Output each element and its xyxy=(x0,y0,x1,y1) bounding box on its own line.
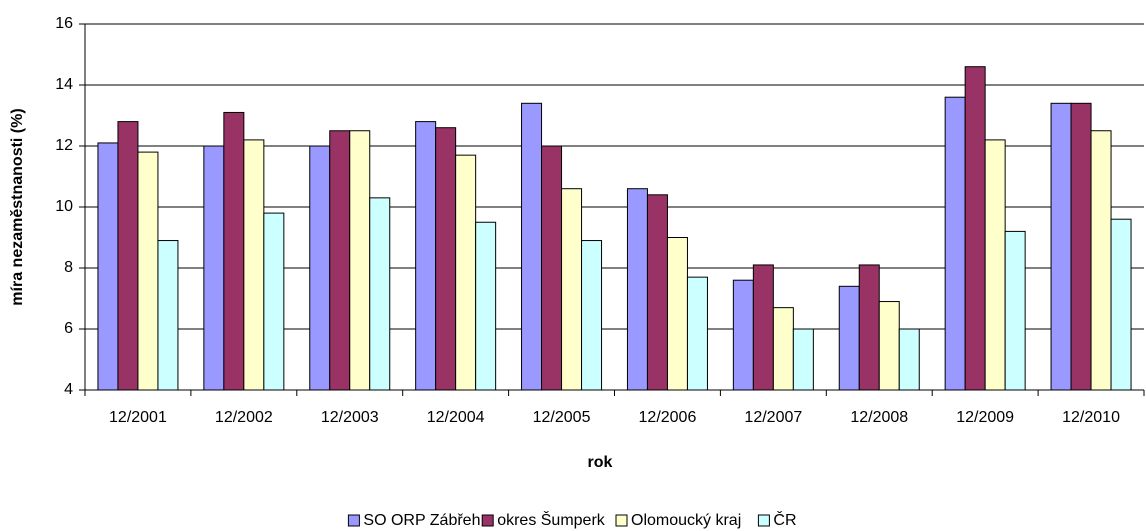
y-tick-label: 10 xyxy=(55,198,73,215)
bar xyxy=(349,130,371,391)
bar xyxy=(435,127,457,391)
bar xyxy=(858,264,880,391)
legend-swatch xyxy=(757,514,770,527)
bar xyxy=(1004,230,1026,391)
bar xyxy=(1050,102,1072,391)
bar xyxy=(666,237,688,391)
x-tick-label: 12/2009 xyxy=(956,409,1014,426)
x-tick-label: 12/2003 xyxy=(321,409,379,426)
bar xyxy=(752,264,774,391)
bar xyxy=(964,66,986,391)
legend-label: SO ORP Zábřeh xyxy=(363,512,480,529)
x-tick-label: 12/2010 xyxy=(1062,409,1120,426)
x-tick-label: 12/2008 xyxy=(850,409,908,426)
bar xyxy=(1110,218,1132,391)
bar xyxy=(1090,130,1112,391)
bar xyxy=(415,121,437,391)
bar xyxy=(878,301,900,391)
legend-swatch xyxy=(481,514,494,527)
bar xyxy=(223,111,245,391)
x-tick-label: 12/2005 xyxy=(533,409,591,426)
bar xyxy=(263,212,285,391)
bar xyxy=(521,102,543,391)
bar xyxy=(772,307,794,391)
bar xyxy=(626,188,648,391)
bar xyxy=(1070,102,1092,391)
x-tick-label: 12/2006 xyxy=(639,409,697,426)
y-axis-label: míra nezaměstnanosti (%) xyxy=(9,108,26,305)
bar xyxy=(157,240,179,391)
y-tick-label: 8 xyxy=(64,259,73,276)
bar xyxy=(898,328,920,391)
bar xyxy=(561,188,583,391)
legend-label: ČR xyxy=(773,510,796,529)
y-tick-label: 14 xyxy=(55,76,73,93)
bar xyxy=(309,145,331,391)
bar xyxy=(984,139,1006,391)
legend-swatch xyxy=(615,514,628,527)
y-tick-label: 6 xyxy=(64,320,73,337)
bar xyxy=(329,130,351,391)
bar xyxy=(581,240,603,391)
bar xyxy=(792,328,814,391)
bar xyxy=(243,139,265,391)
x-tick-label: 12/2002 xyxy=(215,409,273,426)
bar xyxy=(203,145,225,391)
x-tick-label: 12/2007 xyxy=(744,409,802,426)
bar xyxy=(541,145,563,391)
x-tick-label: 12/2004 xyxy=(427,409,485,426)
bar xyxy=(646,194,668,391)
bar xyxy=(369,197,391,391)
bar xyxy=(475,221,497,391)
bar xyxy=(686,276,708,391)
y-tick-label: 4 xyxy=(64,381,73,398)
y-tick-label: 16 xyxy=(55,15,73,32)
bar xyxy=(97,142,119,391)
bar xyxy=(838,285,860,391)
legend-swatch xyxy=(347,514,360,527)
y-tick-label: 12 xyxy=(55,137,73,154)
bar xyxy=(455,154,477,391)
bar xyxy=(732,279,754,391)
x-tick-label: 12/2001 xyxy=(109,409,167,426)
bar xyxy=(137,151,159,391)
x-axis-label: rok xyxy=(588,454,613,471)
legend-label: Olomoucký kraj xyxy=(631,512,741,529)
bar xyxy=(944,96,966,391)
bar xyxy=(117,121,139,391)
legend-label: okres Šumperk xyxy=(497,510,606,529)
